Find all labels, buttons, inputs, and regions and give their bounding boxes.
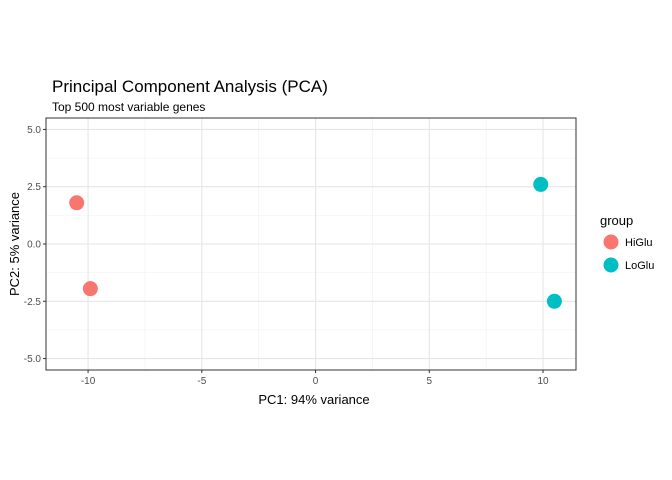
x-tick-label: -10 xyxy=(81,376,96,387)
data-point-higlu xyxy=(82,281,98,297)
legend-key-loglu xyxy=(603,257,619,273)
chart-subtitle: Top 500 most variable genes xyxy=(52,100,205,114)
y-tick-label: 2.5 xyxy=(27,182,41,193)
data-point-loglu xyxy=(533,176,549,192)
x-tick-label: 5 xyxy=(427,376,433,387)
plot-area: -10 -5 0 5 10 -5.0 -2.5 0.0 2.5 5.0 xyxy=(24,117,577,387)
y-tick-label: -5.0 xyxy=(24,354,42,365)
y-axis-title: PC2: 5% variance xyxy=(7,192,22,296)
y-tick-label: 0.0 xyxy=(27,240,41,251)
legend-title: group xyxy=(600,213,633,228)
chart-title: Principal Component Analysis (PCA) xyxy=(52,77,328,96)
legend-label: HiGlu xyxy=(625,237,653,249)
legend-key-higlu xyxy=(603,234,619,250)
legend-label: LoGlu xyxy=(625,260,654,272)
data-point-loglu xyxy=(546,293,562,309)
x-tick-label: 0 xyxy=(313,376,319,387)
x-axis-title: PC1: 94% variance xyxy=(258,392,369,407)
x-tick-label: -5 xyxy=(197,376,206,387)
legend: group HiGlu LoGlu xyxy=(600,213,654,273)
data-point-higlu xyxy=(69,195,85,211)
y-tick-label: 5.0 xyxy=(27,125,41,136)
x-tick-label: 10 xyxy=(537,376,549,387)
y-tick-label: -2.5 xyxy=(24,297,42,308)
